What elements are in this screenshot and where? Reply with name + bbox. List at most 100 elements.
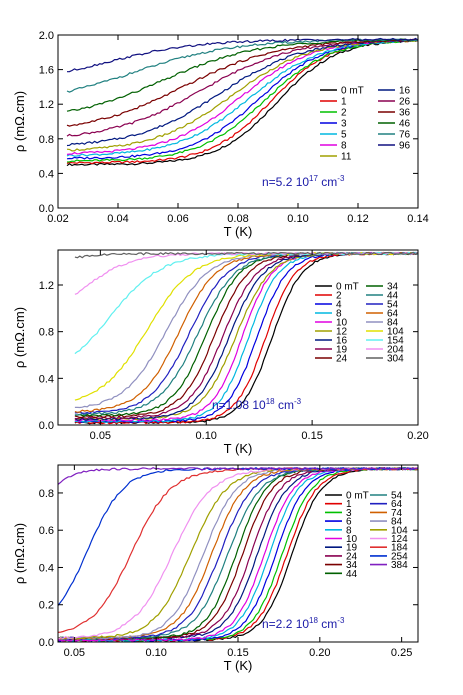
y-tick-label: 0.8 — [39, 327, 54, 339]
y-tick-label: 1.6 — [39, 65, 54, 77]
series-line-2 — [66, 39, 418, 163]
legend-entry: 6 — [346, 517, 352, 528]
carrier-density-annotation: n=5.2 1017 cm-3 — [262, 174, 345, 189]
legend-entry: 104 — [387, 327, 404, 338]
x-tick-label: 0.10 — [145, 647, 166, 659]
plot-frame — [57, 249, 419, 426]
legend-entry: 1 — [341, 97, 347, 108]
x-tick-label: 0.14 — [407, 213, 428, 225]
legend-entry: 104 — [391, 525, 408, 536]
series-line-26 — [66, 38, 418, 137]
legend-entry: 54 — [391, 491, 403, 502]
legend-entry: 10 — [336, 318, 348, 329]
legend-entry: 34 — [346, 560, 358, 571]
x-tick-label: 0.20 — [407, 430, 428, 442]
legend-entry: 8 — [346, 525, 352, 536]
series-line-46 — [66, 38, 418, 112]
y-tick-label: 0.0 — [39, 203, 54, 215]
x-tick-label: 0.25 — [391, 647, 412, 659]
legend-entry: 46 — [399, 119, 411, 130]
legend-entry: 8 — [341, 141, 347, 152]
legend-entry: 184 — [391, 543, 408, 554]
carrier-density-annotation: n=2.2 1018 cm-3 — [262, 616, 345, 631]
series-line-104 — [74, 251, 418, 401]
y-tick-label: 0.4 — [39, 168, 54, 180]
x-tick-label: 0.15 — [301, 430, 322, 442]
x-tick-label: 0.20 — [309, 647, 330, 659]
x-tick-label: 0.08 — [227, 213, 248, 225]
x-tick-label: 0.10 — [287, 213, 308, 225]
y-tick-label: 0.6 — [39, 525, 54, 537]
legend-entry: 44 — [346, 569, 358, 580]
x-axis-label: T (K) — [224, 658, 253, 673]
y-tick-label: 0.0 — [39, 637, 54, 649]
legend-entry: 16 — [336, 336, 348, 347]
series-line-5 — [66, 39, 418, 157]
x-tick-label: 0.06 — [167, 213, 188, 225]
series-line-304 — [74, 251, 418, 259]
x-tick-label: 0.02 — [47, 213, 68, 225]
legend-entry: 34 — [387, 282, 399, 293]
legend-entry: 19 — [336, 345, 348, 356]
series-line-12 — [74, 251, 418, 421]
series-line-36 — [66, 38, 418, 127]
series-line-24 — [74, 251, 418, 419]
legend-entry: 16 — [399, 86, 411, 97]
series-line-16 — [74, 251, 418, 421]
legend-entry: 84 — [391, 517, 403, 528]
legend-entry: 76 — [399, 130, 411, 141]
series-group — [74, 251, 418, 425]
legend-entry: 11 — [341, 152, 352, 163]
series-line-11 — [66, 39, 418, 152]
y-tick-label: 0.4 — [39, 562, 54, 574]
series-line-96 — [66, 37, 418, 73]
legend-entry: 44 — [387, 291, 399, 302]
legend-entry: 19 — [346, 543, 358, 554]
legend-entry: 12 — [336, 327, 348, 338]
series-line-19 — [74, 251, 418, 420]
x-axis-label: T (K) — [224, 441, 253, 456]
y-axis-label: ρ (mΩ.cm) — [12, 523, 27, 584]
panel-bottom: 0.05 0.10 0.15 0.20 0.25 0.0 0.2 0.4 0.6 0.8 T (K)… — [12, 464, 419, 673]
legend-entry: 26 — [399, 97, 411, 108]
legend-entry: 24 — [336, 354, 348, 365]
legend-entry: 4 — [336, 300, 342, 311]
series-line-1 — [58, 467, 418, 642]
x-tick-label: 0.05 — [64, 647, 85, 659]
series-line-76 — [66, 38, 418, 93]
y-axis-label: ρ (mΩ.cm) — [12, 91, 27, 152]
x-tick-label: 0.05 — [90, 430, 111, 442]
y-tick-label: 1.2 — [39, 280, 54, 292]
legend-entry: 124 — [391, 534, 408, 545]
x-tick-label: 0.15 — [227, 647, 248, 659]
y-tick-label: 1.2 — [39, 99, 54, 111]
legend-entry: 64 — [387, 309, 399, 320]
legend-entry: 8 — [336, 309, 342, 320]
x-tick-label: 0.04 — [107, 213, 128, 225]
x-axis-label: T (K) — [224, 224, 253, 239]
legend-entry: 384 — [391, 560, 408, 571]
legend-entry: 10 — [346, 534, 358, 545]
series-line-1 — [66, 39, 418, 165]
series-group — [66, 37, 418, 167]
legend-entry: 204 — [387, 345, 404, 356]
y-tick-label: 0.4 — [39, 373, 54, 385]
legend-entry: 2 — [341, 108, 347, 119]
series-line-3 — [66, 38, 418, 160]
legend-entry: 64 — [391, 499, 403, 510]
legend-entry: 84 — [387, 318, 399, 329]
legend-entry: 154 — [387, 336, 404, 347]
y-tick-label: 0.2 — [39, 600, 54, 612]
y-tick-label: 0.8 — [39, 488, 54, 500]
legend-entry: 96 — [399, 141, 411, 152]
legend-entry: 5 — [341, 130, 347, 141]
legend-entry: 3 — [346, 508, 352, 519]
panel-middle: 0.05 0.10 0.15 0.20 0.0 0.4 0.8 1.2 T (K) ρ (mΩ.c… — [12, 249, 429, 456]
series-line-254 — [58, 466, 418, 606]
legend-entry: 254 — [391, 551, 408, 562]
y-tick-label: 0.0 — [39, 420, 54, 432]
series-group — [58, 466, 418, 642]
